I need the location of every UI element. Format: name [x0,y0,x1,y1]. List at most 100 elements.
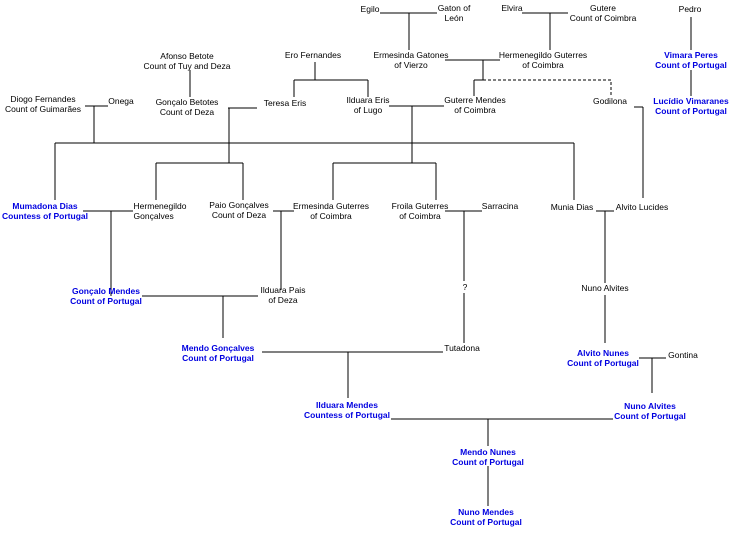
person-ero-fernandes: Ero Fernandes [284,50,342,61]
person-name: Ilduara Pais [260,285,306,295]
person-title: Count of Tuy and Deza [143,60,231,71]
person-name: Diogo Fernandes [10,94,76,104]
person-diogo-fernandes: Diogo Fernandes Count of Guimarães [4,94,82,114]
person-name: Gontina [668,350,698,360]
person-name: Godilona [592,96,628,106]
person-title: of Coimbra [399,210,441,221]
person-title: Count of Coimbra [569,12,637,23]
person-pedro: Pedro [679,4,702,15]
person-egilo: Egilo [360,4,380,15]
connector [83,210,133,296]
person-name: Hermenegildo [133,201,187,211]
person-paio-goncalves: Paio Gonçalves Count of Deza [209,200,269,220]
person-title: Count of Deza [211,209,267,220]
connector [54,142,575,200]
person-name: Paio Gonçalves [209,200,269,210]
person-title: Count of Guimarães [4,103,82,114]
person-mumadona-dias: Mumadona Dias Countess of Portugal [2,201,88,221]
person-ilduara-eris: Ilduara Eris of Lugo [346,95,390,115]
person-gontina: Gontina [668,350,698,361]
connector [445,59,500,96]
person-name: Tutadona [444,343,480,353]
connector [228,107,257,163]
person-name: Gonçalo Mendes [71,286,141,296]
person-name: Alvito Lucides [615,202,669,212]
person-name: Guterre Mendes [444,95,506,105]
person-name: Lucídio Vimaranes [653,96,729,106]
connector [262,351,443,398]
dashed-connector [483,79,612,96]
person-title: Count of Portugal [614,410,686,421]
person-elvira: Elvira [501,3,523,14]
person-name: Onega [108,96,134,106]
person-title: Countess of Portugal [2,210,88,221]
person-name: Alvito Nunes [577,348,629,358]
person-goncalo-betotes: Gonçalo Betotes Count of Deza [155,97,219,117]
person-hermenegildo-guterres: Hermenegildo Guterres of Coimbra [498,50,588,70]
connector [389,105,444,163]
connector [596,210,614,343]
person-guterre-mendes: Guterre Mendes of Coimbra [444,95,506,115]
person-title: León [444,12,464,23]
person-title: of Coimbra [522,59,564,70]
connector [634,106,644,198]
person-name: Egilo [360,4,380,14]
person-title: of Lugo [353,104,383,115]
person-title: of Coimbra [454,104,496,115]
person-name: Munia Dias [550,202,594,212]
person-hermenegildo-goncalves: Hermenegildo Gonçalves [133,201,187,221]
connector [155,162,244,200]
person-lucidio-vimaranes: Lucídio Vimaranes Count of Portugal [653,96,729,116]
person-name: Hermenegildo Guterres [498,50,588,60]
person-ermesinda-guterres: Ermesinda Guterres of Coimbra [293,201,369,221]
connector [293,62,369,97]
person-gutere: Gutere Count of Coimbra [569,3,637,23]
person-munia-dias: Munia Dias [550,202,594,213]
person-name: Ilduara Mendes [316,400,378,410]
connector [85,105,108,143]
person-title: Count of Deza [159,106,215,117]
person-afonso-betote: Afonso Betote Count of Tuy and Deza [143,51,231,71]
person-mendo-nunes: Mendo Nunes Count of Portugal [452,447,524,467]
person-name: Afonso Betote [160,51,214,61]
person-sarracina: Sarracina [482,201,518,212]
person-title: Count of Portugal [182,352,254,363]
person-name: Mendo Gonçalves [181,343,255,353]
person-name: Gonçalo Betotes [155,97,219,107]
connector [332,162,437,200]
person-title: Count of Portugal [655,105,727,116]
person-nuno-mendes: Nuno Mendes Count of Portugal [450,507,522,527]
person-unknown: ? [463,282,468,293]
person-title: Count of Portugal [450,516,522,527]
person-name: Ero Fernandes [284,50,342,60]
person-onega: Onega [108,96,134,107]
person-name: Nuno Mendes [458,507,514,517]
person-alvito-nunes: Alvito Nunes Count of Portugal [567,348,639,368]
person-name: Elvira [501,3,523,13]
person-vimara-peres: Vimara Peres Count of Portugal [655,50,727,70]
connector [391,418,613,446]
person-name: Mumadona Dias [12,201,78,211]
person-ilduara-pais: Ilduara Pais of Deza [260,285,306,305]
person-title: of Vierzo [394,59,428,70]
person-name: Teresa Eris [263,98,307,108]
person-ermesinda-gatones: Ermesinda Gatones of Vierzo [373,50,449,70]
person-name: Mendo Nunes [460,447,516,457]
connector [273,210,294,290]
person-title: of Deza [268,294,298,305]
person-title: Count of Portugal [452,456,524,467]
person-mendo-goncalves: Mendo Gonçalves Count of Portugal [181,343,255,363]
person-name: Gutere [590,3,616,13]
person-name: Ilduara Eris [346,95,390,105]
person-title: Countess of Portugal [304,409,390,420]
person-tutadona: Tutadona [444,343,480,354]
person-title: Gonçalves [133,210,174,221]
person-name: Ermesinda Gatones [373,50,449,60]
person-title: Count of Portugal [70,295,142,306]
person-title: Count of Portugal [655,59,727,70]
person-name: Gaton of [437,3,471,13]
connector [522,12,568,50]
person-title: Count of Portugal [567,357,639,368]
